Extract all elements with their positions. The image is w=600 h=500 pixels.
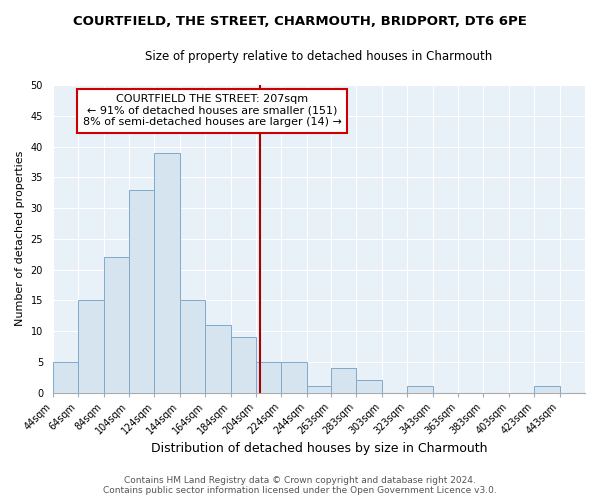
Y-axis label: Number of detached properties: Number of detached properties [15, 151, 25, 326]
Bar [154, 152, 180, 392]
Bar [230, 337, 256, 392]
Bar [180, 300, 205, 392]
X-axis label: Distribution of detached houses by size in Charmouth: Distribution of detached houses by size … [151, 442, 487, 455]
Text: COURTFIELD THE STREET: 207sqm
← 91% of detached houses are smaller (151)
8% of s: COURTFIELD THE STREET: 207sqm ← 91% of d… [83, 94, 342, 128]
Text: COURTFIELD, THE STREET, CHARMOUTH, BRIDPORT, DT6 6PE: COURTFIELD, THE STREET, CHARMOUTH, BRIDP… [73, 15, 527, 28]
Bar [534, 386, 560, 392]
Title: Size of property relative to detached houses in Charmouth: Size of property relative to detached ho… [145, 50, 493, 63]
Bar [53, 362, 78, 392]
Bar [356, 380, 382, 392]
Bar [129, 190, 154, 392]
Text: Contains HM Land Registry data © Crown copyright and database right 2024.
Contai: Contains HM Land Registry data © Crown c… [103, 476, 497, 495]
Bar [281, 362, 307, 392]
Bar [205, 325, 230, 392]
Bar [104, 257, 129, 392]
Bar [407, 386, 433, 392]
Bar [331, 368, 356, 392]
Bar [256, 362, 281, 392]
Bar [78, 300, 104, 392]
Bar [307, 386, 331, 392]
